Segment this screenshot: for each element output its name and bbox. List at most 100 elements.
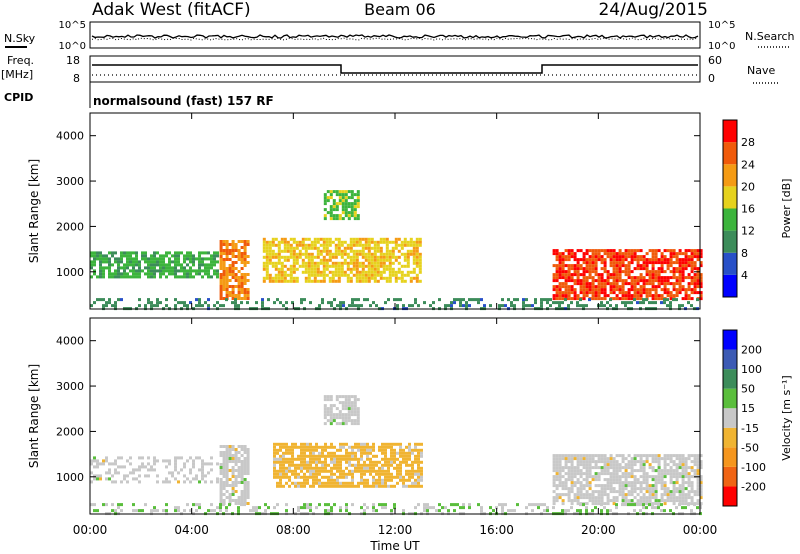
echo-cell bbox=[237, 499, 241, 502]
echo-cell bbox=[207, 263, 210, 267]
echo-cell bbox=[356, 196, 360, 200]
echo-cell bbox=[675, 475, 679, 479]
echo-cell bbox=[234, 463, 238, 466]
echo-cell bbox=[289, 237, 293, 241]
echo-cell bbox=[651, 279, 655, 283]
echo-cell bbox=[594, 252, 598, 256]
echo-cell bbox=[672, 493, 676, 497]
echo-cell bbox=[343, 261, 347, 265]
echo-cell bbox=[639, 288, 643, 292]
echo-cell bbox=[341, 196, 345, 200]
echo-cell bbox=[341, 193, 345, 197]
echo-cell bbox=[280, 249, 284, 253]
echo-cell bbox=[222, 270, 226, 273]
echo-cell bbox=[123, 275, 126, 279]
echo-cell bbox=[699, 279, 703, 283]
echo-cell bbox=[177, 269, 180, 273]
echo-cell bbox=[355, 276, 359, 280]
echo-cell bbox=[90, 251, 93, 255]
echo-cell bbox=[307, 255, 311, 259]
echo-cell bbox=[319, 270, 323, 274]
echo-cell bbox=[609, 460, 613, 464]
echo-cell bbox=[615, 279, 619, 283]
echo-cell bbox=[675, 469, 679, 473]
echo-cell bbox=[387, 460, 390, 464]
echo-cell bbox=[681, 484, 685, 488]
echo-cell bbox=[573, 297, 577, 301]
echo-cell bbox=[201, 459, 204, 463]
echo-cell bbox=[564, 463, 568, 467]
echo-cell bbox=[231, 270, 235, 273]
echo-cell bbox=[681, 273, 685, 277]
echo-cell bbox=[332, 214, 336, 218]
echo-cell bbox=[228, 252, 232, 255]
echo-cell bbox=[347, 401, 351, 405]
echo-cell bbox=[111, 509, 114, 513]
echo-cell bbox=[675, 499, 679, 503]
echo-cell bbox=[507, 509, 510, 513]
echo-cell bbox=[585, 279, 589, 283]
echo-cell bbox=[621, 270, 625, 274]
echo-cell bbox=[633, 252, 637, 256]
echo-cell bbox=[222, 499, 226, 502]
echo-cell bbox=[370, 237, 374, 241]
echo-cell bbox=[343, 240, 347, 244]
echo-cell bbox=[262, 276, 266, 280]
echo-cell bbox=[618, 252, 622, 256]
echo-cell bbox=[356, 202, 360, 206]
echo-cell bbox=[696, 481, 700, 485]
echo-cell bbox=[406, 252, 410, 256]
echo-cell bbox=[186, 251, 189, 255]
echo-cell bbox=[654, 475, 658, 479]
echo-cell bbox=[627, 267, 631, 271]
echo-cell bbox=[321, 454, 324, 458]
echo-cell bbox=[228, 496, 232, 499]
echo-cell bbox=[453, 298, 456, 302]
echo-cell bbox=[198, 503, 201, 507]
echo-cell bbox=[355, 279, 359, 283]
echo-cell bbox=[558, 270, 562, 274]
echo-cell bbox=[633, 481, 637, 485]
echo-cell bbox=[207, 298, 210, 302]
echo-cell bbox=[90, 275, 93, 279]
echo-cell bbox=[367, 249, 371, 253]
echo-cell bbox=[618, 478, 622, 482]
echo-cell bbox=[156, 509, 159, 513]
echo-cell bbox=[654, 273, 658, 277]
echo-cell bbox=[231, 246, 235, 249]
echo-cell bbox=[678, 472, 682, 476]
echo-cell bbox=[412, 270, 416, 274]
echo-cell bbox=[633, 267, 637, 271]
echo-cell bbox=[531, 503, 534, 507]
echo-cell bbox=[286, 240, 290, 244]
echo-cell bbox=[579, 282, 583, 286]
echo-cell bbox=[174, 509, 177, 513]
echo-cell bbox=[394, 255, 398, 259]
colorbar-label: Velocity [m s⁻¹] bbox=[780, 375, 793, 460]
echo-cell bbox=[126, 263, 129, 267]
echo-cell bbox=[576, 279, 580, 283]
echo-cell bbox=[681, 252, 685, 256]
echo-cell bbox=[283, 279, 287, 283]
echo-cell bbox=[120, 480, 123, 484]
echo-cell bbox=[234, 475, 238, 478]
echo-cell bbox=[246, 273, 250, 276]
echo-cell bbox=[576, 496, 580, 500]
echo-cell bbox=[303, 298, 306, 302]
echo-cell bbox=[630, 294, 634, 298]
station-title: Adak West (fitACF) bbox=[92, 0, 251, 20]
echo-cell bbox=[561, 502, 565, 506]
echo-cell bbox=[379, 270, 383, 274]
echo-cell bbox=[693, 503, 696, 507]
echo-cell bbox=[576, 304, 579, 308]
echo-cell bbox=[330, 301, 333, 305]
echo-cell bbox=[108, 275, 111, 279]
echo-cell bbox=[90, 266, 93, 270]
echo-cell bbox=[210, 503, 213, 507]
echo-cell bbox=[696, 469, 700, 473]
echo-cell bbox=[222, 460, 226, 463]
echo-cell bbox=[276, 472, 279, 476]
echo-cell bbox=[353, 404, 357, 408]
echo-cell bbox=[277, 243, 281, 247]
echo-cell bbox=[411, 475, 414, 479]
